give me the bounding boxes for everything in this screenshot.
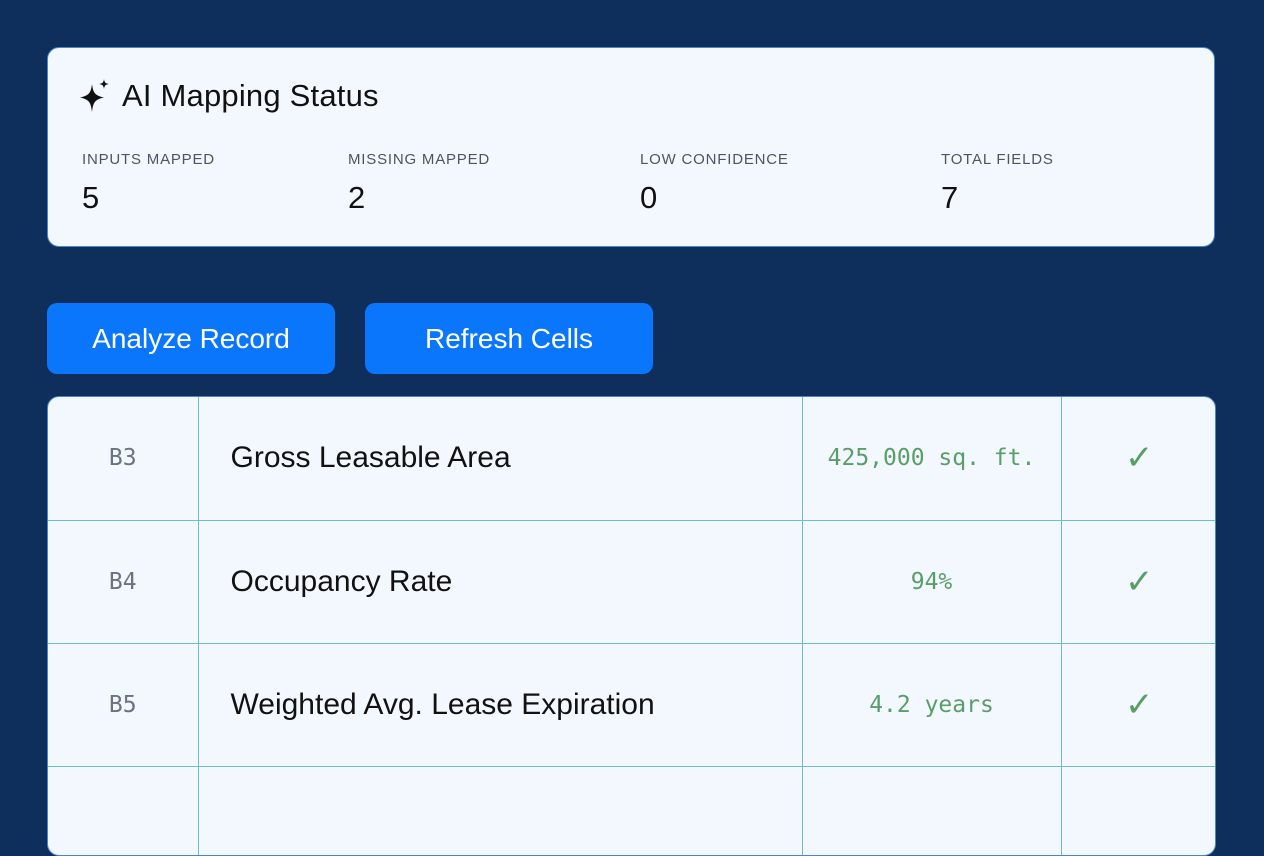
cell-reference (48, 766, 199, 855)
cell-reference: B3 (48, 397, 199, 521)
stat-low-confidence: LOW CONFIDENCE 0 (640, 151, 789, 216)
mapping-grid: B3 Gross Leasable Area 425,000 sq. ft. ✓… (47, 396, 1216, 856)
stat-inputs-mapped: INPUTS MAPPED 5 (82, 151, 215, 216)
stat-label: MISSING MAPPED (348, 151, 491, 168)
checkmark-icon: ✓ (1061, 397, 1215, 521)
mapping-table: B3 Gross Leasable Area 425,000 sq. ft. ✓… (48, 397, 1215, 855)
stat-label: TOTAL FIELDS (941, 151, 1054, 168)
checkmark-icon: ✓ (1061, 643, 1215, 767)
ai-mapping-status-card: AI Mapping Status INPUTS MAPPED 5 MISSIN… (47, 47, 1215, 247)
cell-reference: B5 (48, 643, 199, 767)
stat-value: 0 (640, 180, 658, 215)
table-row[interactable]: B3 Gross Leasable Area 425,000 sq. ft. ✓ (48, 397, 1215, 521)
field-value: 4.2 years (802, 643, 1062, 767)
refresh-cells-button[interactable]: Refresh Cells (365, 303, 653, 374)
field-value: 425,000 sq. ft. (802, 397, 1062, 521)
stat-total-fields: TOTAL FIELDS 7 (941, 151, 1054, 216)
field-value (802, 766, 1062, 855)
field-value: 94% (802, 520, 1062, 644)
checkmark-icon (1061, 766, 1215, 855)
stat-value: 2 (348, 180, 366, 215)
analyze-record-button[interactable]: Analyze Record (47, 303, 335, 374)
field-label: Occupancy Rate (198, 520, 803, 644)
status-header: AI Mapping Status (78, 78, 379, 114)
table-row[interactable]: B4 Occupancy Rate 94% ✓ (48, 520, 1215, 644)
stat-label: INPUTS MAPPED (82, 151, 215, 168)
stat-missing-mapped: MISSING MAPPED 2 (348, 151, 490, 216)
status-title: AI Mapping Status (122, 78, 379, 113)
cell-reference: B4 (48, 520, 199, 644)
stat-label: LOW CONFIDENCE (640, 151, 789, 168)
table-row[interactable]: B5 Weighted Avg. Lease Expiration 4.2 ye… (48, 643, 1215, 767)
field-label (198, 766, 803, 855)
checkmark-icon: ✓ (1061, 520, 1215, 644)
stat-value: 5 (82, 180, 100, 215)
field-label: Weighted Avg. Lease Expiration (198, 643, 803, 767)
sparkle-icon (78, 78, 110, 114)
stat-value: 7 (941, 180, 959, 215)
table-row[interactable] (48, 766, 1215, 855)
field-label: Gross Leasable Area (198, 397, 803, 521)
